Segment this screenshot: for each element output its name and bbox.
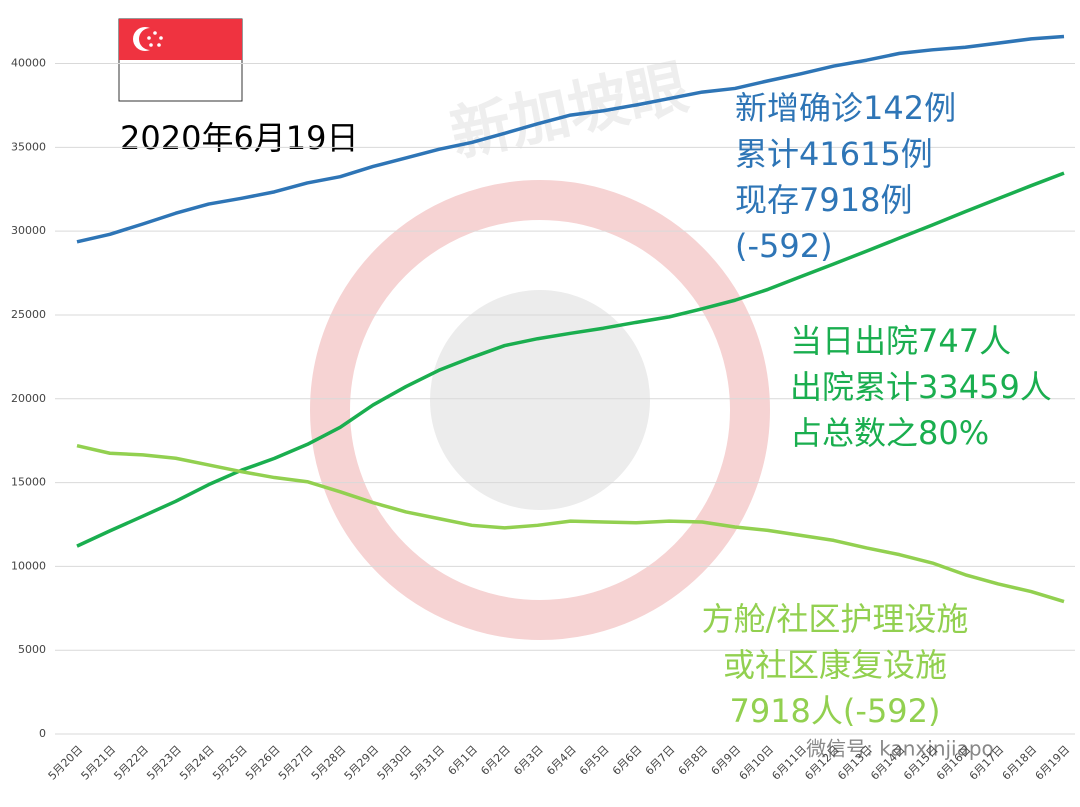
y-tick-label: 25000 (11, 308, 46, 321)
x-tick-label: 5月26日 (243, 743, 283, 783)
x-tick-label: 6月11日 (769, 743, 809, 783)
watermark: 新加坡眼 (445, 52, 694, 170)
y-tick-label: 30000 (11, 224, 46, 237)
y-tick-label: 10000 (11, 559, 46, 572)
x-tick-label: 6月2日 (478, 743, 513, 778)
annotation: 7918人(-592) (729, 692, 940, 730)
y-tick-label: 5000 (18, 643, 46, 656)
x-tick-label: 5月29日 (342, 743, 382, 783)
y-tick-label: 15000 (11, 476, 46, 489)
y-tick-label: 40000 (11, 57, 46, 70)
x-tick-label: 6月10日 (737, 743, 777, 783)
y-tick-label: 0 (39, 727, 46, 740)
chart-title: 2020年6月19日 (120, 119, 359, 157)
x-tick-label: 6月5日 (577, 743, 612, 778)
x-tick-label: 6月6日 (610, 743, 645, 778)
x-tick-label: 5月22日 (111, 743, 151, 783)
x-tick-label: 5月31日 (408, 743, 448, 783)
annotation: 现存7918例 (735, 181, 912, 219)
y-tick-label: 35000 (11, 140, 46, 153)
x-tick-label: 5月24日 (177, 743, 217, 783)
x-tick-label: 5月28日 (309, 743, 349, 783)
x-tick-label: 6月4日 (544, 743, 579, 778)
x-tick-label: 5月20日 (46, 743, 86, 783)
annotation: 出院累计33459人 (790, 368, 1052, 406)
annotation: (-592) (735, 227, 833, 265)
x-tick-label: 6月3日 (511, 743, 546, 778)
x-tick-label: 6月1日 (445, 743, 480, 778)
x-tick-label: 5月30日 (375, 743, 415, 783)
annotation: 当日出院747人 (790, 322, 1011, 360)
annotation: 新增确诊142例 (735, 89, 956, 127)
x-tick-label: 5月25日 (210, 743, 250, 783)
x-tick-label: 6月7日 (643, 743, 678, 778)
annotation: 或社区康复设施 (723, 646, 947, 684)
watermark-disc (430, 290, 650, 510)
x-tick-label: 6月8日 (676, 743, 711, 778)
annotation: 占总数之80% (790, 414, 989, 452)
x-tick-label: 5月27日 (276, 743, 316, 783)
series-line (76, 443, 1065, 604)
watermark-ring (310, 180, 770, 640)
x-tick-label: 6月18日 (1000, 743, 1040, 783)
series-line (76, 34, 1065, 244)
x-tick-label: 5月23日 (144, 743, 184, 783)
flag (118, 18, 243, 102)
x-tick-label: 5月21日 (79, 743, 119, 783)
annotation: 方舱/社区护理设施 (702, 600, 969, 638)
y-tick-label: 20000 (11, 392, 46, 405)
annotation: 累计41615例 (735, 135, 933, 173)
x-tick-label: 6月19日 (1033, 743, 1073, 783)
watermark: 微信号: kanxinjiapo (806, 737, 994, 761)
